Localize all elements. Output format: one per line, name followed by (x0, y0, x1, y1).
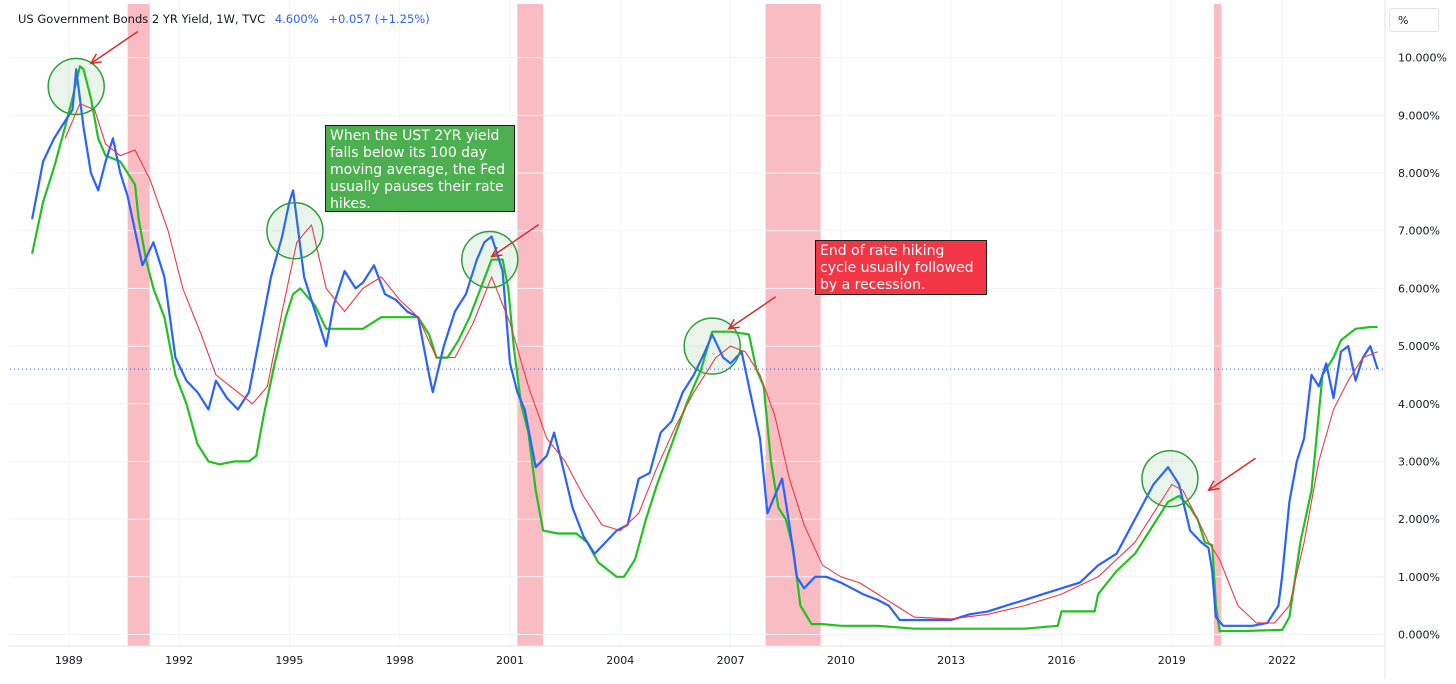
x-tick-label: 1995 (275, 654, 303, 667)
grid-layer (10, 0, 1385, 646)
x-tick-label: 1992 (165, 654, 193, 667)
y-tick-label: 7.000% (1398, 225, 1440, 238)
moving-average-line (64, 103, 1378, 624)
y-tick-label: 3.000% (1398, 455, 1440, 468)
y-tick-label: 5.000% (1398, 340, 1440, 353)
recession-band-1 (517, 4, 544, 646)
y-tick-label: 8.000% (1398, 167, 1440, 180)
arrow-shaft-1 (491, 224, 540, 258)
highlight-circle-0 (47, 57, 105, 116)
x-tick-label: 2010 (827, 654, 855, 667)
x-tick-label: 2004 (606, 654, 634, 667)
chart-header: US Government Bonds 2 YR Yield, 1W, TVC … (18, 12, 430, 26)
recession-band-0 (127, 4, 150, 646)
y-tick-label: 9.000% (1398, 109, 1440, 122)
arrows-layer (89, 30, 1256, 492)
yield-series-line (31, 68, 1379, 627)
x-tick-label: 2016 (1047, 654, 1075, 667)
x-tick-label: 2007 (717, 654, 745, 667)
recession-shading-layer (127, 4, 1222, 646)
series-layer (31, 65, 1379, 633)
highlight-circle-3 (683, 317, 741, 375)
arrow-head-0 (89, 53, 102, 65)
y-tick-label: 2.000% (1398, 513, 1440, 526)
recession-band-2 (765, 4, 821, 646)
x-tick-label: 2001 (496, 654, 524, 667)
symbol-title: US Government Bonds 2 YR Yield, 1W, TVC (18, 12, 266, 26)
price-change: +0.057 (+1.25%) (328, 12, 430, 26)
x-tick-label: 2019 (1158, 654, 1186, 667)
highlight-circle-2 (461, 230, 519, 289)
x-tick-label: 2013 (937, 654, 965, 667)
arrow-shaft-3 (1208, 457, 1256, 491)
x-tick-label: 1998 (386, 654, 414, 667)
x-tick-label: 2022 (1268, 654, 1296, 667)
y-tick-label: 1.000% (1398, 571, 1440, 584)
y-tick-label: 6.000% (1398, 282, 1440, 295)
y-tick-label: 10.000% (1398, 52, 1447, 65)
x-tick-label: 1989 (55, 654, 83, 667)
arrow-shaft-0 (90, 30, 139, 65)
fed-pause-annotation: When the UST 2YR yield falls below its 1… (325, 125, 515, 212)
highlight-circle-4 (1141, 449, 1199, 508)
y-tick-labels: 10.000% 9.000% 8.000% 7.000% 6.000% 5.000% 4.0… (1398, 52, 1447, 642)
last-value: 4.600% (274, 12, 319, 26)
recession-annotation: End of rate hiking cycle usually followe… (815, 240, 987, 295)
recession-band-3 (1214, 4, 1222, 646)
arrow-shaft-2 (728, 296, 777, 330)
arrow-head-2 (727, 318, 740, 330)
percent-scale-button[interactable]: % (1389, 8, 1439, 32)
arrow-head-1 (490, 246, 503, 258)
y-tick-label: 0.000% (1398, 628, 1440, 641)
highlight-circles-layer (47, 57, 1199, 508)
highlight-circle-1 (266, 201, 324, 260)
y-tick-label: 4.000% (1398, 398, 1440, 411)
arrow-head-3 (1207, 480, 1220, 492)
x-tick-labels: 1989 1992 1995 1998 2001 2004 2007 2010 2013 2016… (55, 654, 1296, 667)
